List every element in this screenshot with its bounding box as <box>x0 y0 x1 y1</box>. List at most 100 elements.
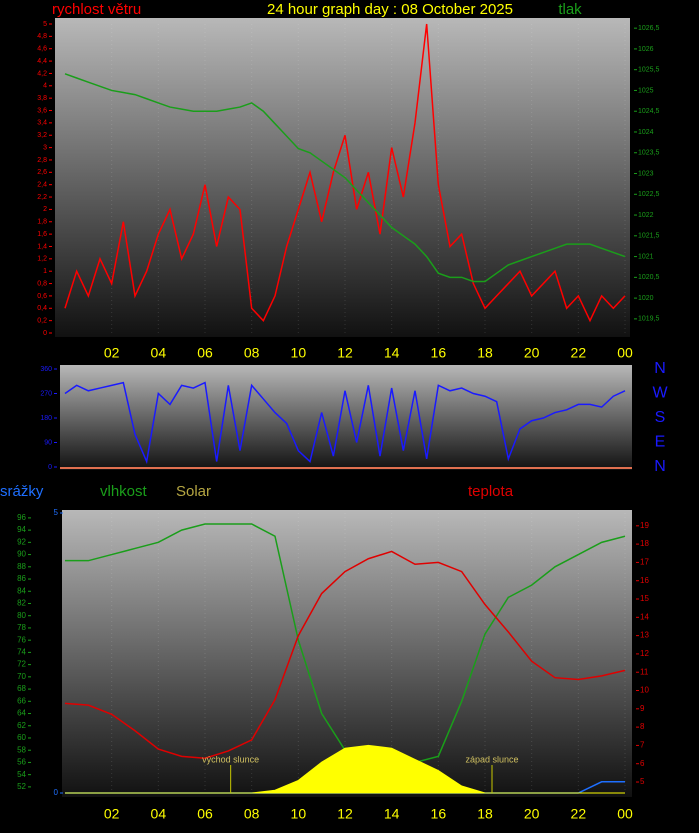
y-tick-label: 1026 <box>638 46 654 53</box>
y-tick-label: 3 <box>43 144 47 151</box>
x-tick-label: 00 <box>617 345 633 361</box>
x-tick-label: 16 <box>431 806 447 822</box>
y-tick-label: 58 <box>17 745 26 754</box>
y-tick-label: 92 <box>17 537 26 546</box>
y-tick-label: 1024 <box>638 129 654 136</box>
y-tick-label: 12 <box>640 649 649 658</box>
legend-label: Solar <box>176 483 211 500</box>
plot-area <box>60 365 632 470</box>
y-tick-label: 1025,5 <box>638 67 660 74</box>
annotation: západ slunce <box>465 754 518 764</box>
y-tick-label: 5 <box>54 508 59 517</box>
series-line <box>64 550 626 759</box>
y-tick-label: 1021 <box>638 253 654 260</box>
y-tick-label: 64 <box>17 709 26 718</box>
y-tick-label: 8 <box>640 722 645 731</box>
y-tick-label: W <box>652 385 668 402</box>
y-tick-label: 270 <box>40 390 52 397</box>
y-tick-label: 56 <box>17 758 26 767</box>
x-tick-label: 14 <box>384 806 400 822</box>
y-tick-label: 82 <box>17 599 26 608</box>
x-tick-label: 16 <box>431 345 447 361</box>
y-tick-label: 5 <box>43 21 47 28</box>
y-tick-label: 1019,5 <box>638 316 660 323</box>
x-tick-label: 06 <box>197 806 213 822</box>
y-tick-label: 6 <box>640 759 645 768</box>
x-tick-label: 08 <box>244 345 260 361</box>
y-tick-label: 14 <box>640 612 649 621</box>
y-tick-label: 0 <box>54 788 59 797</box>
y-tick-label: N <box>654 360 666 377</box>
y-tick-label: 86 <box>17 574 26 583</box>
series-line <box>64 73 626 283</box>
y-tick-label: 84 <box>17 586 26 595</box>
y-tick-label: 54 <box>17 770 26 779</box>
y-tick-label: 15 <box>640 594 649 603</box>
y-tick-label: 3,4 <box>37 120 47 127</box>
x-tick-label: 18 <box>477 806 493 822</box>
x-tick-label: 20 <box>524 345 540 361</box>
y-tick-label: 180 <box>40 415 52 422</box>
x-tick-label: 04 <box>151 806 167 822</box>
y-tick-label: 1026,5 <box>638 25 660 32</box>
y-tick-label: 72 <box>17 660 26 669</box>
y-tick-label: 19 <box>640 521 649 530</box>
y-tick-label: 4,4 <box>37 58 47 65</box>
legend-label: tlak <box>558 1 582 18</box>
series-line <box>64 381 626 465</box>
plot-area <box>55 18 630 337</box>
y-tick-label: 96 <box>17 513 26 522</box>
y-tick-label: 11 <box>640 667 649 676</box>
y-tick-label: 2,2 <box>37 194 47 201</box>
y-tick-label: 10 <box>640 686 649 695</box>
y-tick-label: 2,6 <box>37 169 47 176</box>
y-tick-label: 88 <box>17 562 26 571</box>
legend-label: srážky <box>0 483 44 500</box>
y-tick-label: 17 <box>640 558 649 567</box>
x-tick-label: 22 <box>571 806 587 822</box>
y-tick-label: E <box>655 434 666 451</box>
x-tick-label: 18 <box>477 345 493 361</box>
y-tick-label: 90 <box>44 439 52 446</box>
y-tick-label: 1 <box>43 268 47 275</box>
legend-label: vlhkost <box>100 483 148 500</box>
y-tick-label: 0 <box>43 330 47 337</box>
y-tick-label: 2 <box>43 206 47 213</box>
chart-title: 24 hour graph day : 08 October 2025 <box>267 1 513 18</box>
y-tick-label: 68 <box>17 684 26 693</box>
y-tick-label: 78 <box>17 623 26 632</box>
y-tick-label: 4,6 <box>37 46 47 53</box>
y-tick-label: 52 <box>17 782 26 791</box>
y-tick-label: 62 <box>17 721 26 730</box>
y-tick-label: 3,8 <box>37 95 47 102</box>
y-tick-label: 13 <box>640 631 649 640</box>
y-tick-label: 1021,5 <box>638 233 660 240</box>
y-tick-label: 5 <box>640 777 645 786</box>
y-tick-label: 1024,5 <box>638 108 660 115</box>
y-tick-label: 3,2 <box>37 132 47 139</box>
y-tick-label: 2,4 <box>37 182 47 189</box>
y-tick-label: 90 <box>17 550 26 559</box>
x-tick-label: 10 <box>291 345 307 361</box>
y-tick-label: 1,2 <box>37 256 47 263</box>
y-tick-label: 1023 <box>638 170 654 177</box>
y-tick-label: 1,6 <box>37 231 47 238</box>
legend-label: teplota <box>468 483 514 500</box>
legend-label: rychlost větru <box>52 1 141 18</box>
y-tick-label: 1020,5 <box>638 274 660 281</box>
y-tick-label: 70 <box>17 672 26 681</box>
x-tick-label: 10 <box>291 806 307 822</box>
x-tick-label: 12 <box>337 345 353 361</box>
y-tick-label: 0,4 <box>37 305 47 312</box>
y-tick-label: 7 <box>640 741 645 750</box>
x-tick-label: 02 <box>104 345 120 361</box>
y-tick-label: 4,8 <box>37 33 47 40</box>
y-tick-label: 66 <box>17 696 26 705</box>
y-tick-label: 9 <box>640 704 645 713</box>
y-tick-label: S <box>655 409 666 426</box>
x-tick-label: 12 <box>337 806 353 822</box>
y-tick-label: 1023,5 <box>638 150 660 157</box>
y-tick-label: 94 <box>17 525 26 534</box>
